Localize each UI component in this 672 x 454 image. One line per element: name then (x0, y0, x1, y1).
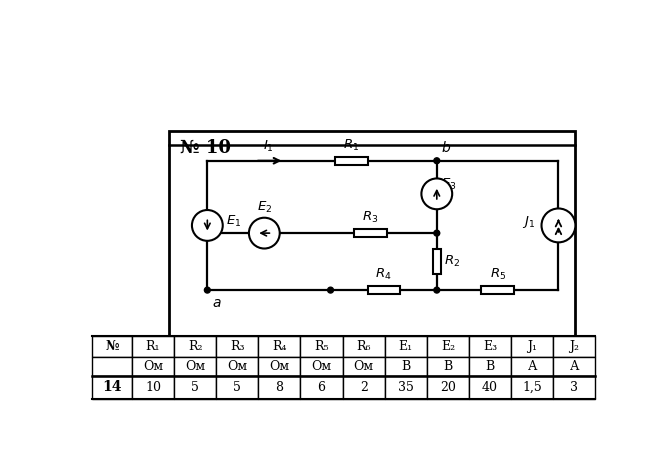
Text: J₁: J₁ (528, 340, 537, 353)
Bar (300, 336, 343, 357)
Text: Ом: Ом (185, 360, 205, 373)
Text: $R_3$: $R_3$ (362, 210, 379, 226)
Bar (384, 336, 427, 357)
Text: E₁: E₁ (398, 340, 413, 353)
Text: В: В (444, 360, 452, 373)
Text: А: А (570, 360, 579, 373)
Bar (481, 286, 514, 294)
Text: 14: 14 (102, 380, 122, 394)
Circle shape (434, 230, 439, 236)
Text: $J_1$: $J_1$ (522, 213, 536, 230)
Bar (553, 375, 595, 399)
Text: R₃: R₃ (230, 340, 245, 353)
Bar (553, 336, 595, 357)
Bar (354, 229, 387, 237)
Bar (92, 357, 132, 375)
Text: 10: 10 (145, 380, 161, 394)
Bar (174, 375, 216, 399)
Bar (511, 375, 553, 399)
Circle shape (434, 287, 439, 293)
Text: 35: 35 (398, 380, 414, 394)
Bar (384, 375, 427, 399)
Bar (469, 357, 511, 375)
Text: № 10: № 10 (179, 138, 230, 157)
Bar (216, 357, 258, 375)
Text: E₃: E₃ (483, 340, 497, 353)
Circle shape (204, 287, 210, 293)
Bar (427, 375, 469, 399)
Text: Ом: Ом (269, 360, 290, 373)
Bar (258, 357, 300, 375)
Text: 8: 8 (276, 380, 284, 394)
Text: R₁: R₁ (146, 340, 160, 353)
Text: $a$: $a$ (212, 296, 222, 310)
Bar (368, 286, 400, 294)
Text: Ом: Ом (143, 360, 163, 373)
Circle shape (249, 218, 280, 248)
Bar (258, 336, 300, 357)
Bar (300, 375, 343, 399)
Text: $R_4$: $R_4$ (376, 267, 392, 282)
Circle shape (434, 158, 439, 163)
Bar (216, 375, 258, 399)
Text: $b$: $b$ (441, 139, 451, 154)
Bar (300, 357, 343, 375)
Bar (174, 336, 216, 357)
Circle shape (328, 287, 333, 293)
Text: R₄: R₄ (272, 340, 287, 353)
Bar (511, 336, 553, 357)
Text: E₂: E₂ (441, 340, 455, 353)
Bar (216, 336, 258, 357)
Text: $I_1$: $I_1$ (263, 139, 274, 154)
Text: $R_5$: $R_5$ (489, 267, 506, 282)
Circle shape (542, 208, 575, 242)
Bar (343, 357, 384, 375)
Bar (511, 357, 553, 375)
Circle shape (421, 178, 452, 209)
Text: 2: 2 (360, 380, 368, 394)
Text: 5: 5 (191, 380, 199, 394)
Bar (343, 336, 384, 357)
Bar (469, 375, 511, 399)
Text: J₂: J₂ (569, 340, 579, 353)
Text: №: № (105, 340, 119, 353)
Bar (433, 249, 441, 274)
Bar (384, 357, 427, 375)
Text: R₂: R₂ (188, 340, 202, 353)
Bar (92, 336, 132, 357)
Text: А: А (528, 360, 537, 373)
Circle shape (192, 210, 222, 241)
Bar (132, 336, 174, 357)
Bar (132, 357, 174, 375)
Text: Ом: Ом (353, 360, 374, 373)
Text: 40: 40 (482, 380, 498, 394)
Text: 3: 3 (571, 380, 579, 394)
Bar (132, 375, 174, 399)
Text: R₆: R₆ (356, 340, 371, 353)
Text: $E_2$: $E_2$ (257, 200, 272, 215)
Bar (343, 375, 384, 399)
Bar (335, 157, 368, 165)
Bar (92, 375, 132, 399)
Bar (258, 375, 300, 399)
Text: $R_2$: $R_2$ (444, 254, 460, 269)
Text: $E_1$: $E_1$ (226, 214, 241, 229)
Text: В: В (485, 360, 495, 373)
Text: $E_3$: $E_3$ (441, 177, 456, 192)
Bar (169, 131, 575, 390)
Text: 6: 6 (317, 380, 325, 394)
Bar (174, 357, 216, 375)
Text: В: В (401, 360, 411, 373)
Text: 20: 20 (440, 380, 456, 394)
Bar (427, 357, 469, 375)
Text: $R_1$: $R_1$ (343, 138, 360, 153)
Text: R₅: R₅ (314, 340, 329, 353)
Bar (553, 357, 595, 375)
Text: Ом: Ом (227, 360, 247, 373)
Bar (469, 336, 511, 357)
Bar (427, 336, 469, 357)
Text: Ом: Ом (311, 360, 331, 373)
Text: 5: 5 (233, 380, 241, 394)
Text: 1,5: 1,5 (522, 380, 542, 394)
